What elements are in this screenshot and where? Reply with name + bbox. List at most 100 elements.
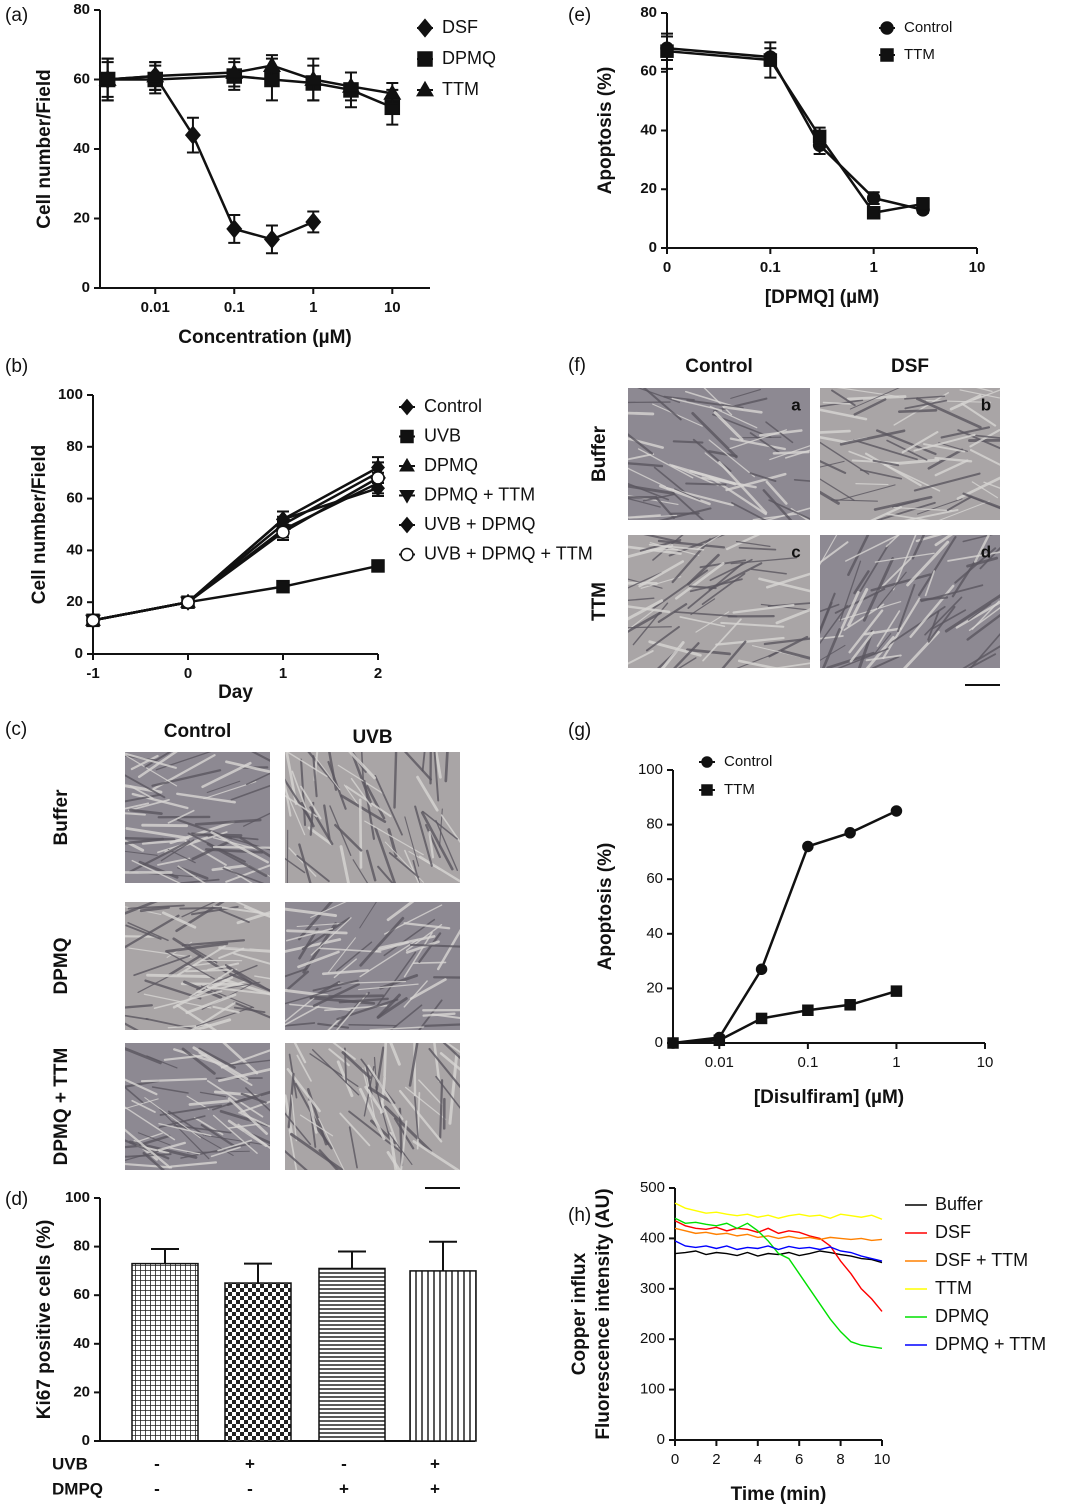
panel-label: (b) [5,356,28,377]
cell-streak [245,1087,270,1112]
y-tick-label: 80 [73,1238,90,1255]
cell-streak [874,633,892,655]
cell-streak [758,577,810,593]
cell-streak [348,1110,406,1156]
cell-streak [628,514,661,519]
cell-streak [853,398,887,416]
cell-streak [931,609,967,630]
cell-streak [131,792,189,810]
column-header: DSF [891,356,929,377]
cell-streak [192,1046,249,1081]
cell-streak [871,655,900,668]
cell-streak [300,758,307,827]
cell-streak [780,649,810,660]
cell-streak [738,546,777,551]
bar [318,1267,386,1442]
cell-streak [375,951,417,1008]
cell-streak [161,911,197,929]
cell-streak [775,608,810,625]
cell-streak [874,552,935,563]
cell-streak [691,411,738,459]
cell-streak [339,1112,371,1147]
row-label: UVB [52,1454,88,1473]
cell-streak [327,937,356,974]
cell-streak [222,1043,259,1075]
legend-label: DSF [442,17,478,37]
cell-streak [348,752,377,780]
cell-streak [920,584,984,603]
cell-streak [285,1112,312,1145]
series-line [672,809,897,1045]
series-line [92,466,379,622]
cell-streak [893,506,953,512]
y-tick-label: 300 [640,1280,665,1297]
cell-streak [848,450,878,463]
cell-streak [645,625,680,652]
cell-streak [125,1078,158,1096]
cell-streak [820,478,855,501]
cell-streak [181,939,246,947]
row-value: - [247,1479,253,1498]
cell-streak [229,972,270,992]
cell-streak [359,902,377,929]
panel-label: (c) [5,719,27,740]
cell-streak [412,961,447,964]
series-line [674,1240,883,1262]
marker [812,129,827,144]
cell-streak [206,780,241,794]
cell-streak [125,1014,149,1021]
x-tick-label: 2 [712,1451,720,1468]
cell-streak [793,478,810,482]
cell-streak [157,1141,186,1152]
cell-streak [380,1100,399,1148]
micrograph [125,1043,270,1170]
cell-streak [904,395,946,400]
cell-streak [228,1059,270,1066]
cell-streak [414,805,433,867]
cell-streak [219,1109,269,1127]
y-axis-title: Cell number/Field [29,445,50,604]
cell-streak [125,1150,159,1161]
marker [226,219,243,239]
y-tick-label: 60 [66,490,83,507]
cell-streak [168,954,202,976]
cell-streak [674,562,725,600]
cell-streak [398,1107,404,1167]
cell-streak [243,906,270,919]
cell-streak [421,752,426,772]
cell-streak [146,973,211,978]
cell-streak [296,1054,312,1082]
cell-streak [318,1117,345,1170]
cell-streak [849,388,900,410]
cell-streak [194,818,262,826]
cell-streak [718,460,768,514]
cell-streak [722,405,763,414]
marker [802,1004,814,1016]
cell-streak [364,1085,384,1114]
cell-streak [772,662,810,668]
cell-streak [157,857,191,866]
cell-streak [822,401,852,405]
cell-streak [308,1100,318,1134]
cell-streak [199,1091,227,1098]
y-tick-label: 100 [58,386,83,403]
error-bar [151,1248,179,1264]
cell-streak [820,603,840,613]
cell-streak [892,535,917,591]
x-tick-label: 6 [795,1451,803,1468]
micrograph [285,902,460,1030]
cell-streak [332,1043,356,1060]
cell-streak [820,535,838,566]
y-tick-label: 400 [640,1229,665,1246]
cell-streak [437,928,460,971]
image-label: c [791,542,800,561]
cell-streak [671,538,712,584]
cell-streak [418,855,460,883]
cell-streak [125,906,162,915]
cell-streak [972,389,1000,401]
cell-streak [286,927,334,942]
cell-streak [212,1114,258,1154]
x-axis-title: Day [218,682,253,703]
cell-streak [289,1132,345,1170]
row-value: + [430,1454,440,1473]
